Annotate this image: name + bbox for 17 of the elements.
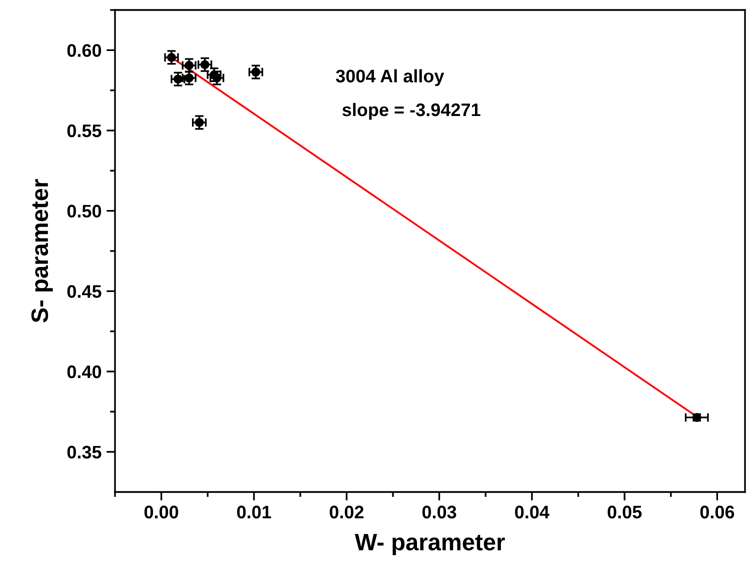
x-tick-label: 0.02 <box>330 506 364 518</box>
y-axis-title: S- parameter <box>31 179 53 322</box>
y-tick-label: 0.40 <box>67 365 102 378</box>
x-tick-label: 0.01 <box>237 506 272 518</box>
x-tick-label: 0.00 <box>144 506 178 518</box>
x-axis-title: W- parameter <box>354 534 505 556</box>
y-tick-label: 0.50 <box>67 204 102 218</box>
x-tick-label: 0.04 <box>515 506 550 518</box>
x-tick-label: 0.06 <box>700 506 734 518</box>
annotation: 3004 Al alloy <box>336 69 444 86</box>
y-tick-label: 0.60 <box>67 44 102 57</box>
x-tick-label: 0.05 <box>608 506 642 518</box>
annotation: slope = -3.94271 <box>342 102 480 120</box>
y-tick-label: 0.45 <box>67 285 102 298</box>
x-tick-label: 0.03 <box>422 506 456 518</box>
y-tick-label: 0.35 <box>67 446 102 459</box>
y-tick-label: 0.55 <box>67 124 102 138</box>
